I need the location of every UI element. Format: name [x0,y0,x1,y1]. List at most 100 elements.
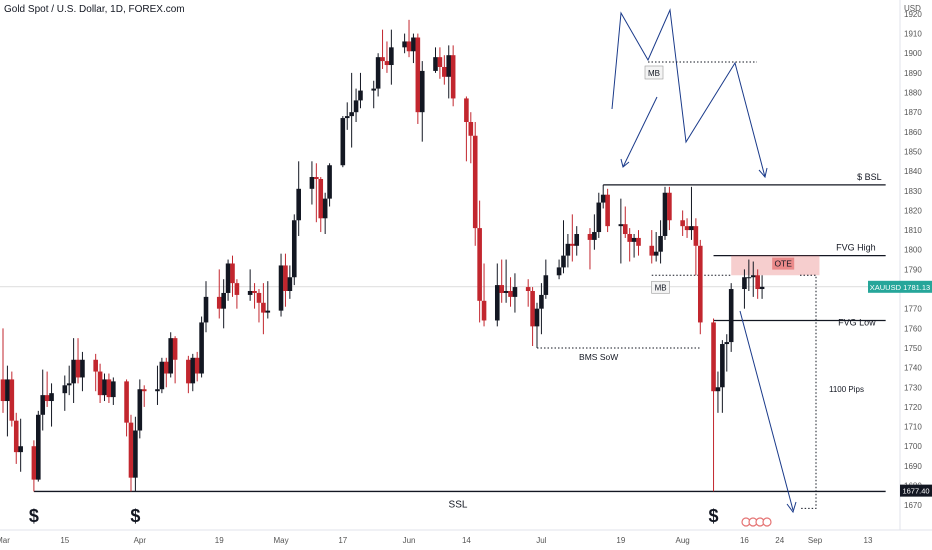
level-badge [900,484,932,497]
candle [477,228,482,301]
candle [31,446,37,480]
ote-label: OTE [774,259,792,269]
level-label: SSL [449,499,468,510]
candle [680,220,685,227]
candle [658,235,663,252]
x-tick-label: 24 [775,536,784,545]
candle [499,285,504,293]
candle [720,344,725,388]
candle [128,422,134,478]
y-tick-label: 1800 [904,246,922,255]
x-tick-label: May [273,536,288,545]
candle [494,285,500,321]
candle [402,41,407,48]
candle [216,296,222,309]
candle [203,296,209,323]
candle [556,267,562,276]
candle [742,277,747,290]
candle [627,234,632,242]
x-tick-label: Jun [403,536,416,545]
price-badge [868,280,932,293]
candle [221,292,226,309]
candle [622,224,628,235]
candle [574,234,580,246]
candle [256,292,262,303]
y-tick-label: 1850 [904,147,922,156]
candle [111,381,116,398]
y-tick-label: 1880 [904,89,922,98]
candle [186,359,191,384]
candle [543,275,549,295]
candle [159,361,165,390]
candle [190,357,196,384]
candle [318,178,324,219]
dollar-marker: $ [709,506,719,526]
candle [503,290,509,293]
level-label: FVG High [836,243,876,253]
candle [530,290,535,327]
candle [322,198,328,219]
candle [649,245,655,256]
x-tick-label: Apr [134,536,147,545]
candle [605,194,610,227]
candle [71,359,76,384]
candle [508,290,513,297]
candle [636,237,641,246]
candle [433,57,438,71]
candle [18,446,23,453]
x-tick-label: Mar [0,536,10,545]
mb-label-box [644,65,664,80]
candle [697,245,703,323]
pip-measure-label: 1100 Pips [829,385,864,394]
candle [472,135,478,229]
candle [141,389,147,392]
candle [327,165,332,199]
candle [66,383,72,386]
candle [340,118,346,166]
y-tick-label: 1750 [904,344,922,353]
y-tick-label: 1740 [904,364,922,373]
candle [755,275,760,290]
candle [587,234,593,240]
candle [750,275,756,278]
candle [662,192,668,236]
candle [653,251,659,256]
projection-arrow [622,96,658,168]
y-tick-label: 1890 [904,69,922,78]
candle [746,277,752,279]
candle [371,88,377,91]
candle [353,100,359,113]
candle [411,37,416,52]
candle [278,265,284,311]
candle [194,357,200,374]
candle [106,379,112,398]
level-label: $ BSL [857,172,882,182]
candle [36,414,41,480]
y-tick-label: 1920 [904,10,922,19]
mb-label: MB [648,69,660,78]
y-tick-label: 1690 [904,462,922,471]
candle [406,41,412,52]
candle [570,243,575,246]
arrow-head [758,167,768,179]
candle [247,290,253,295]
candle [0,379,6,402]
y-tick-label: 1700 [904,442,922,451]
candle [199,322,204,374]
candle [230,263,235,284]
y-tick-label: 1760 [904,324,922,333]
candle [715,387,721,392]
candle [62,385,68,394]
y-tick-label: 1810 [904,226,922,235]
pip-measure [800,274,817,509]
candle [631,237,637,242]
candle [5,379,10,402]
candle [384,61,390,66]
candle [375,57,381,89]
candle [534,308,540,327]
y-tick-label: 1840 [904,167,922,176]
candle [9,379,15,421]
y-tick-label: 1710 [904,423,922,432]
